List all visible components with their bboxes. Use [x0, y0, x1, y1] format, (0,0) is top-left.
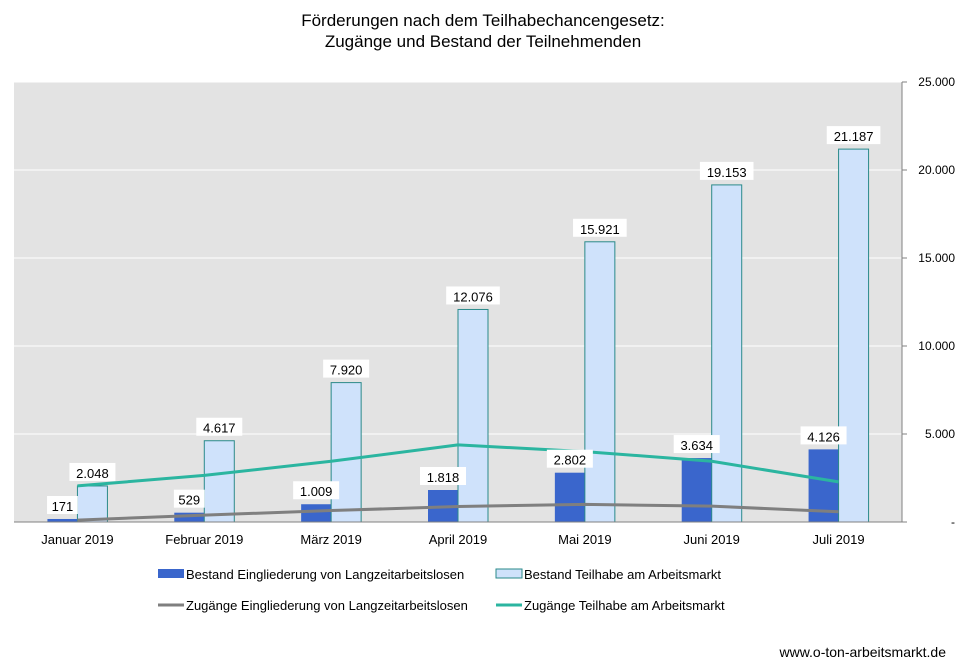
bar-bestand-teilhabe — [584, 241, 616, 523]
data-label-bestand-teilhabe: 4.617 — [203, 421, 236, 436]
bar-bestand-teilhabe — [76, 485, 108, 523]
x-tick-label: Januar 2019 — [41, 532, 113, 547]
data-label-bestand-teilhabe: 21.187 — [834, 129, 874, 144]
data-label-bestand-eingliederung-bg — [173, 489, 205, 508]
data-label-bestand-eingliederung: 171 — [52, 499, 74, 514]
y-tick-label: 20.000 — [918, 163, 955, 177]
bar-bestand-teilhabe — [457, 308, 489, 523]
line-zugaenge-teilhabe — [77, 443, 839, 488]
data-label-bestand-teilhabe-bg — [69, 462, 116, 481]
data-label-bestand-teilhabe: 2.048 — [76, 466, 109, 481]
lines-group — [77, 443, 839, 522]
data-label-bestand-teilhabe-bg — [826, 126, 881, 145]
legend-swatch — [495, 568, 523, 579]
data-label-bestand-eingliederung: 4.126 — [807, 429, 840, 444]
data-label-bestand-teilhabe: 12.076 — [453, 289, 493, 304]
axes-group: - 5.000 10.000 15.000 20.000 25.000 Januar 201… — [14, 75, 955, 547]
line-zugaenge-eingliederung — [77, 502, 839, 522]
bar-bestand-teilhabe — [838, 148, 870, 523]
data-label-bestand-teilhabe: 7.920 — [330, 363, 363, 378]
bar-bestand-teilhabe — [203, 440, 235, 523]
data-label-bestand-eingliederung: 1.818 — [427, 470, 460, 485]
x-tick-label: Mai 2019 — [558, 532, 611, 547]
legend-label: Bestand Eingliederung von Langzeitarbeit… — [186, 567, 464, 582]
x-tick-label: Juni 2019 — [684, 532, 740, 547]
bar-bestand-eingliederung — [174, 512, 205, 522]
y-tick-label: 10.000 — [918, 339, 955, 353]
x-tick-label: April 2019 — [429, 532, 488, 547]
y-tick-label: - — [951, 515, 955, 529]
y-tick-label: 5.000 — [925, 427, 955, 441]
x-tick-label: März 2019 — [300, 532, 361, 547]
chart-title-line-1: Förderungen nach dem Teilhabechancengese… — [301, 11, 665, 30]
data-label-bestand-teilhabe-bg — [446, 286, 500, 305]
bar-bestand-eingliederung — [681, 458, 712, 522]
data-label-bestand-eingliederung: 1.009 — [300, 484, 333, 499]
data-label-bestand-teilhabe-bg — [196, 417, 243, 436]
x-tick-label: Juli 2019 — [813, 532, 865, 547]
y-tick-label: 15.000 — [918, 251, 955, 265]
x-tick-label: Februar 2019 — [165, 532, 243, 547]
y-tick-label: 25.000 — [918, 75, 955, 89]
legend-label: Bestand Teilhabe am Arbeitsmarkt — [524, 567, 721, 582]
data-label-bestand-eingliederung: 2.802 — [554, 453, 587, 468]
data-label-bestand-eingliederung-bg — [546, 449, 593, 468]
footer-url: www.o-ton-arbeitsmarkt.de — [779, 644, 946, 660]
legend: Bestand Eingliederung von Langzeitarbeit… — [158, 567, 725, 613]
bar-bestand-teilhabe — [711, 184, 743, 523]
bar-bestand-eingliederung — [301, 504, 332, 522]
bar-bestand-eingliederung — [47, 518, 78, 522]
data-label-bestand-eingliederung-bg — [673, 435, 720, 454]
data-label-bestand-eingliederung-bg — [47, 495, 78, 514]
data-label-bestand-teilhabe: 15.921 — [580, 222, 620, 237]
data-label-bestand-eingliederung: 529 — [178, 493, 200, 508]
legend-label: Zugänge Teilhabe am Arbeitsmarkt — [524, 598, 725, 613]
bar-bestand-eingliederung — [554, 472, 585, 522]
data-label-bestand-teilhabe-bg — [573, 218, 627, 237]
data-label-bestand-eingliederung-bg — [800, 426, 847, 445]
bars-group — [47, 148, 870, 523]
data-label-bestand-teilhabe-bg — [699, 161, 754, 180]
data-label-bestand-eingliederung-bg — [420, 467, 466, 486]
legend-swatch — [158, 569, 184, 578]
data-label-bestand-teilhabe: 19.153 — [707, 165, 747, 180]
data-label-bestand-teilhabe-bg — [323, 359, 370, 378]
legend-label: Zugänge Eingliederung von Langzeitarbeit… — [186, 598, 468, 613]
data-labels-group: 171 2.048 529 4.617 1.009 7.920 1.818 12.076 2.8… — [47, 126, 881, 514]
chart-title: Förderungen nach dem Teilhabechancengese… — [0, 10, 966, 52]
data-label-bestand-eingliederung-bg — [293, 481, 340, 500]
data-label-bestand-eingliederung: 3.634 — [680, 438, 713, 453]
chart-title-line-2: Zugänge und Bestand der Teilnehmenden — [324, 32, 642, 51]
bar-bestand-teilhabe — [330, 382, 362, 523]
